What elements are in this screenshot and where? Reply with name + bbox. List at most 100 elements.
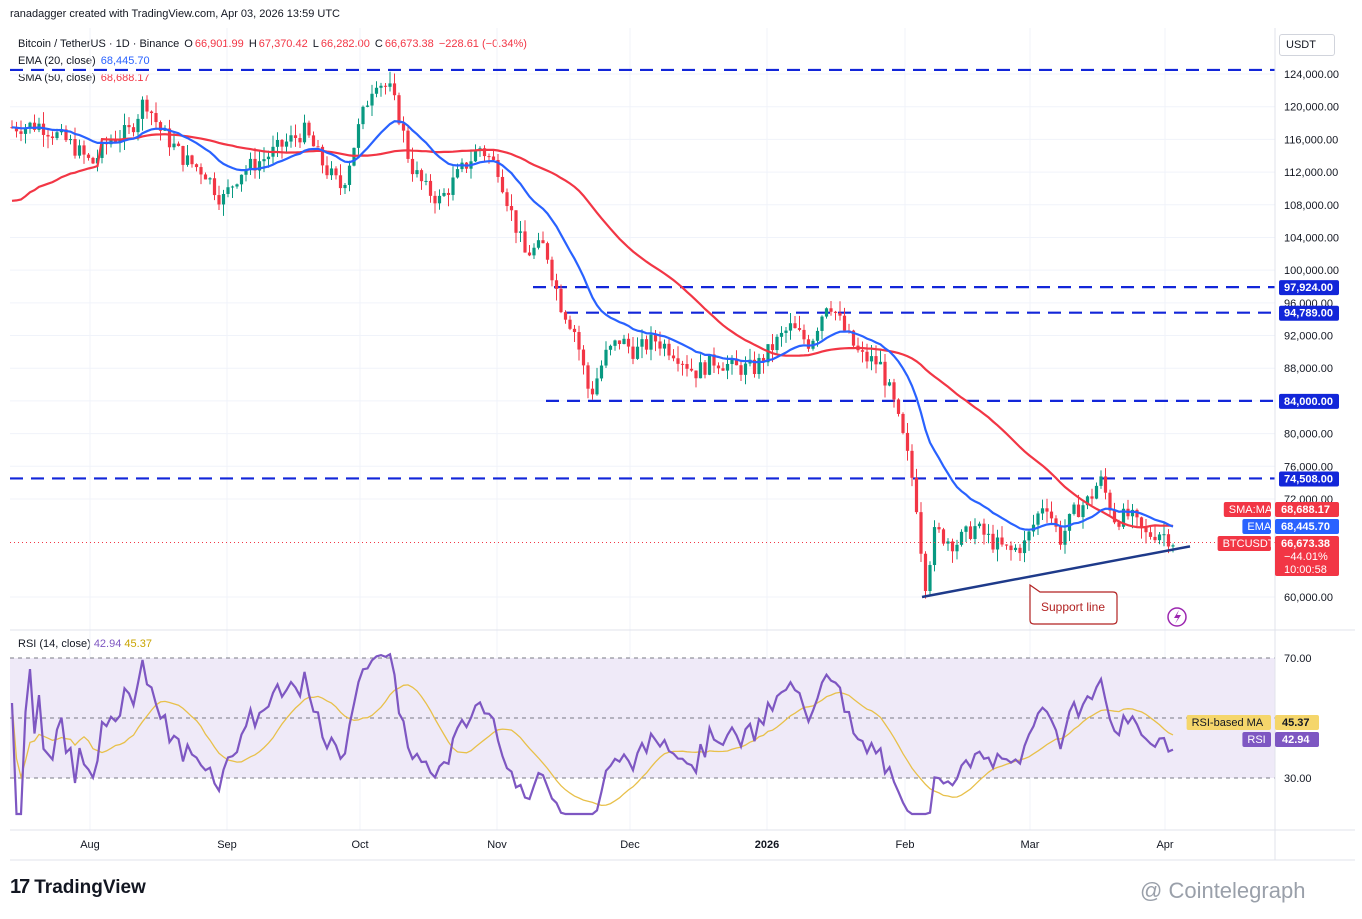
candle-body <box>653 334 658 342</box>
candle-body <box>928 565 932 592</box>
ema-legend-label: EMA (20, close) <box>18 55 96 67</box>
candle-body <box>190 155 194 165</box>
candle-body <box>365 105 370 107</box>
candle-body <box>167 128 172 148</box>
candle-body <box>1022 540 1027 554</box>
candle-body <box>347 165 352 185</box>
candle-body <box>433 195 437 204</box>
rsi-band <box>10 657 1275 779</box>
main-legend: Bitcoin / TetherUS · 1D · Binance O 66,90… <box>18 36 529 87</box>
tag-name-box <box>1242 519 1271 534</box>
tradingview-logo[interactable]: 17 TradingView <box>10 876 146 899</box>
candle-body <box>698 362 703 379</box>
candle-body <box>644 339 649 350</box>
x-tick-label: Oct <box>351 839 368 851</box>
candle-body <box>568 319 572 329</box>
candle-body <box>775 336 779 351</box>
candle-body <box>248 158 253 170</box>
currency-selector[interactable]: USDT <box>1279 34 1335 56</box>
candle-body <box>496 159 500 177</box>
candle-body <box>302 122 307 143</box>
tag-name-text: EMA <box>1247 521 1272 533</box>
candle-body <box>199 167 203 175</box>
candle-body <box>662 343 667 349</box>
candle-body <box>442 192 446 196</box>
rsi-tag-value-text: 42.94 <box>1282 734 1310 746</box>
rsi-tag-value-box <box>1275 732 1319 747</box>
x-tick-label: Mar <box>1021 839 1040 851</box>
candle-body <box>536 240 541 248</box>
candle-body <box>338 175 343 189</box>
candle-body <box>527 252 532 256</box>
y-tick-label: 120,000.00 <box>1284 102 1339 114</box>
candle-body <box>437 195 442 204</box>
candle-body <box>788 323 793 331</box>
rsi-tick-label: 30.00 <box>1284 773 1312 785</box>
symbol-name[interactable]: Bitcoin / TetherUS · 1D · Binance <box>18 38 180 50</box>
candle-body <box>275 139 280 147</box>
rsi-legend-value: 42.94 <box>93 638 122 650</box>
candle-body <box>329 168 334 176</box>
ema-legend-row[interactable]: EMA (20, close) 68,445.70 <box>18 53 529 70</box>
candle-body <box>392 83 397 96</box>
candle-body <box>991 533 995 550</box>
candle-body <box>806 339 811 349</box>
candle-body <box>149 111 154 114</box>
tag-value-box <box>1275 536 1339 576</box>
candle-body <box>320 146 325 166</box>
y-tick-label: 124,000.00 <box>1284 69 1339 81</box>
y-tick-label: 104,000.00 <box>1284 232 1339 244</box>
candle-body <box>140 99 145 119</box>
candle-body <box>1139 517 1144 528</box>
candle-body <box>946 541 950 544</box>
level-tag-box <box>1279 471 1339 487</box>
sma-legend-row[interactable]: SMA (50, close) 68,688.17 <box>18 70 529 87</box>
candle-body <box>293 135 298 139</box>
candle-body <box>1013 547 1018 551</box>
candle-body <box>563 312 568 320</box>
support-line-group: Support line <box>921 545 1191 627</box>
candle-body <box>1103 476 1108 493</box>
candle-body <box>473 151 478 162</box>
candle-body <box>28 122 32 128</box>
candle-body <box>604 349 608 366</box>
candle-body <box>842 315 847 331</box>
candle-body <box>289 135 293 142</box>
tag-name-box <box>1223 502 1271 517</box>
candle-body <box>923 553 928 592</box>
candle-body <box>608 345 613 350</box>
candle-body <box>1067 513 1072 531</box>
candle-body <box>658 341 662 349</box>
rsi-tag-name-box <box>1242 732 1271 747</box>
candle-body <box>635 346 640 359</box>
candle-body <box>964 526 968 532</box>
level-tag-text: 74,508.00 <box>1284 473 1333 485</box>
tag-value-text: 68,688.17 <box>1281 504 1330 516</box>
x-tick-label: Feb <box>896 839 915 851</box>
rsi-tag-value-box <box>1275 715 1319 730</box>
y-tick-label: 60,000.00 <box>1284 592 1333 604</box>
candle-body <box>406 130 410 159</box>
candle-body <box>1000 537 1004 545</box>
candle-body <box>1004 544 1009 546</box>
rsi-legend[interactable]: RSI (14, close) 42.94 45.37 <box>18 638 152 650</box>
candle-body <box>1018 547 1022 554</box>
x-tick-label: Aug <box>80 839 100 851</box>
candle-body <box>343 184 347 189</box>
candle-body <box>1108 492 1112 511</box>
candle-body <box>838 312 842 316</box>
candle-body <box>599 365 604 379</box>
candle-body <box>1148 532 1153 537</box>
candle-body <box>824 308 829 317</box>
candle-body <box>419 170 424 182</box>
candle-body <box>203 174 208 180</box>
lightning-icon <box>1174 610 1181 624</box>
candle-body <box>86 154 91 158</box>
candle-body <box>986 533 991 535</box>
candle-body <box>334 168 338 176</box>
rsi-tag-name-text: RSI-based MA <box>1192 717 1264 729</box>
candle-body <box>1009 545 1013 551</box>
candle-body <box>428 180 433 196</box>
candle-body <box>707 354 712 375</box>
